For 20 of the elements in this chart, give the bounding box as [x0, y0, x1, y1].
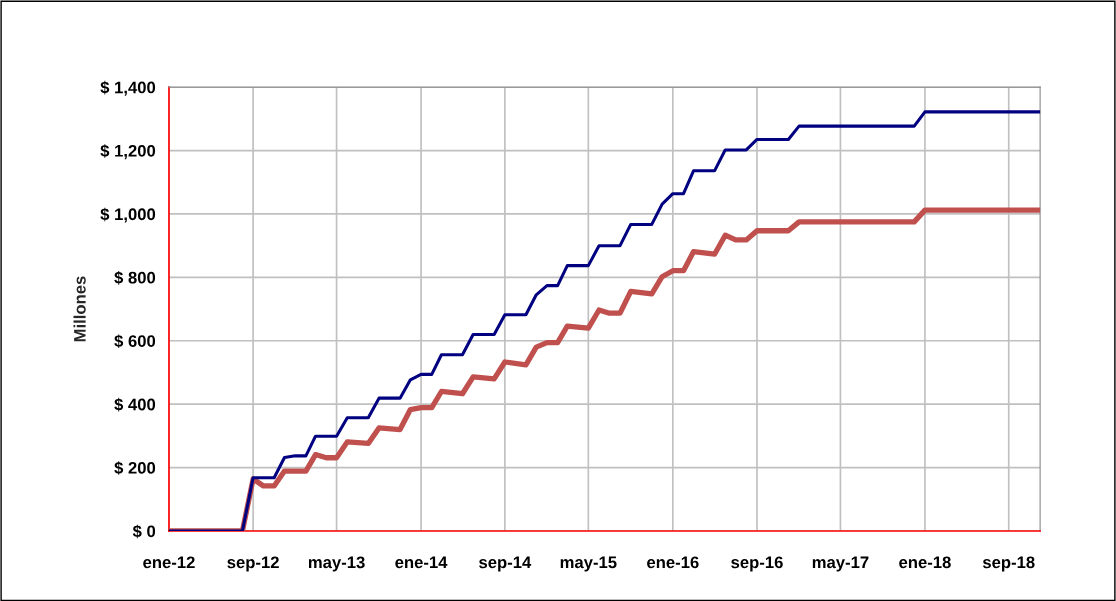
- y-tick-label: $ 1,000: [100, 207, 156, 223]
- x-tick-label: ene-14: [395, 556, 448, 569]
- y-tick-label: $ 1,400: [100, 80, 156, 96]
- y-tick-label: $ 0: [132, 524, 156, 539]
- y-tick-label: $ 600: [114, 334, 156, 349]
- y-tick-label: $ 800: [114, 271, 156, 285]
- y-tick-label: $ 400: [114, 397, 156, 412]
- x-tick-label: ene-12: [143, 556, 195, 569]
- y-tick-label: $ 1,200: [100, 144, 156, 160]
- x-tick-label: ene-18: [899, 556, 951, 569]
- y-axis-title: Millones: [73, 276, 86, 342]
- x-tick-label: sep-12: [227, 556, 279, 572]
- x-tick-label: may-17: [812, 556, 869, 572]
- y-tick-label: $ 200: [114, 461, 156, 475]
- x-tick-label: may-13: [308, 556, 365, 572]
- x-tick-label: sep-18: [982, 556, 1035, 572]
- x-tick-label: sep-16: [731, 556, 783, 572]
- x-tick-label: may-15: [560, 556, 617, 572]
- x-tick-label: ene-16: [647, 556, 699, 569]
- x-tick-label: sep-14: [479, 556, 532, 572]
